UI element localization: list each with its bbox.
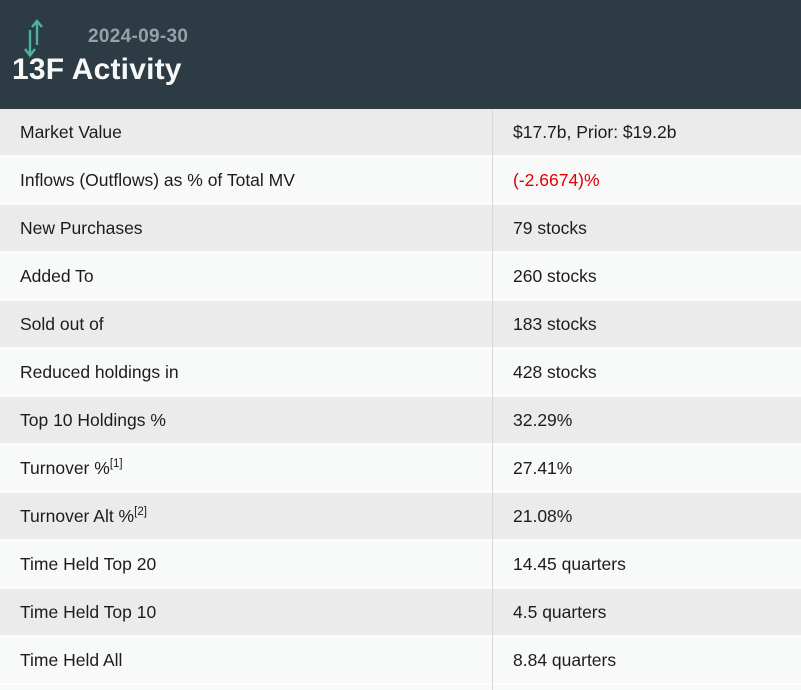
stat-label-text: Turnover % — [20, 458, 110, 478]
stat-value: 14.45 quarters — [513, 554, 626, 574]
stat-label: Time Held Top 10 — [0, 589, 492, 635]
stat-label-text: Time Held Top 10 — [20, 602, 157, 622]
stat-label: Turnover %[1] — [0, 445, 492, 491]
stat-row-market-value: Market Value $17.7b, Prior: $19.2b — [0, 109, 801, 157]
stat-label-text: Sold out of — [20, 314, 104, 334]
stat-value: 27.41% — [513, 458, 573, 478]
stat-value: 8.84 quarters — [513, 650, 617, 670]
stat-label-text: Time Held Top 20 — [20, 554, 157, 574]
up-down-arrows-icon[interactable] — [23, 17, 44, 60]
stat-label-text: Top 10 Holdings % — [20, 410, 166, 430]
stat-label: Added To — [0, 253, 492, 299]
stat-label: Top 10 Holdings % — [0, 397, 492, 443]
stat-label-text: Added To — [20, 266, 94, 286]
stat-label: New Purchases — [0, 205, 492, 251]
stat-label: Inflows (Outflows) as % of Total MV — [0, 157, 492, 203]
stat-label-text: Market Value — [20, 122, 122, 142]
stat-label-text: Inflows (Outflows) as % of Total MV — [20, 170, 295, 190]
stat-row-reduced-holdings: Reduced holdings in 428 stocks — [0, 349, 801, 397]
panel-header: 2024-09-30 13F Activity — [0, 0, 801, 109]
stat-label: Turnover Alt %[2] — [0, 493, 492, 539]
stat-label: Time Held All — [0, 637, 492, 683]
stat-row-turnover-pct: Turnover %[1] 27.41% — [0, 445, 801, 493]
stat-row-added-to: Added To 260 stocks — [0, 253, 801, 301]
footnote-ref-1: [1] — [109, 458, 123, 471]
stat-row-time-held-top20: Time Held Top 20 14.45 quarters — [0, 541, 801, 589]
stat-label: Market Value — [0, 109, 492, 155]
stat-label-text: New Purchases — [20, 218, 143, 238]
stat-label: Time Held Top 20 — [0, 541, 492, 587]
stat-value: (-2.6674)% — [513, 170, 600, 190]
stat-value: 428 stocks — [513, 362, 597, 382]
stat-row-new-purchases: New Purchases 79 stocks — [0, 205, 801, 253]
stat-value: 4.5 quarters — [513, 602, 607, 622]
stats-table: Market Value $17.7b, Prior: $19.2b Inflo… — [0, 109, 801, 690]
stat-label: Reduced holdings in — [0, 349, 492, 395]
stat-row-time-held-top10: Time Held Top 10 4.5 quarters — [0, 589, 801, 637]
stat-value: 260 stocks — [513, 266, 597, 286]
stat-row-sold-out-of: Sold out of 183 stocks — [0, 301, 801, 349]
panel-title: 13F Activity — [12, 53, 182, 86]
stat-value: 21.08% — [513, 506, 573, 526]
stat-row-time-held-all: Time Held All 8.84 quarters — [0, 637, 801, 685]
stat-label-text: Reduced holdings in — [20, 362, 179, 382]
stat-label: Sold out of — [0, 301, 492, 347]
report-date: 2024-09-30 — [88, 26, 189, 47]
stat-row-inflows-outflows: Inflows (Outflows) as % of Total MV (-2.… — [0, 157, 801, 205]
footnote-ref-2: [2] — [134, 506, 147, 519]
column-divider — [492, 109, 493, 690]
stat-row-top10-holdings-pct: Top 10 Holdings % 32.29% — [0, 397, 801, 445]
stat-label-text: Turnover Alt % — [20, 506, 135, 526]
stat-value: $17.7b, Prior: $19.2b — [513, 122, 677, 142]
stat-value: 183 stocks — [513, 314, 597, 334]
stat-label-text: Time Held All — [20, 650, 123, 670]
stat-value: 79 stocks — [513, 218, 587, 238]
stat-value: 32.29% — [513, 410, 573, 430]
stat-row-turnover-alt-pct: Turnover Alt %[2] 21.08% — [0, 493, 801, 541]
